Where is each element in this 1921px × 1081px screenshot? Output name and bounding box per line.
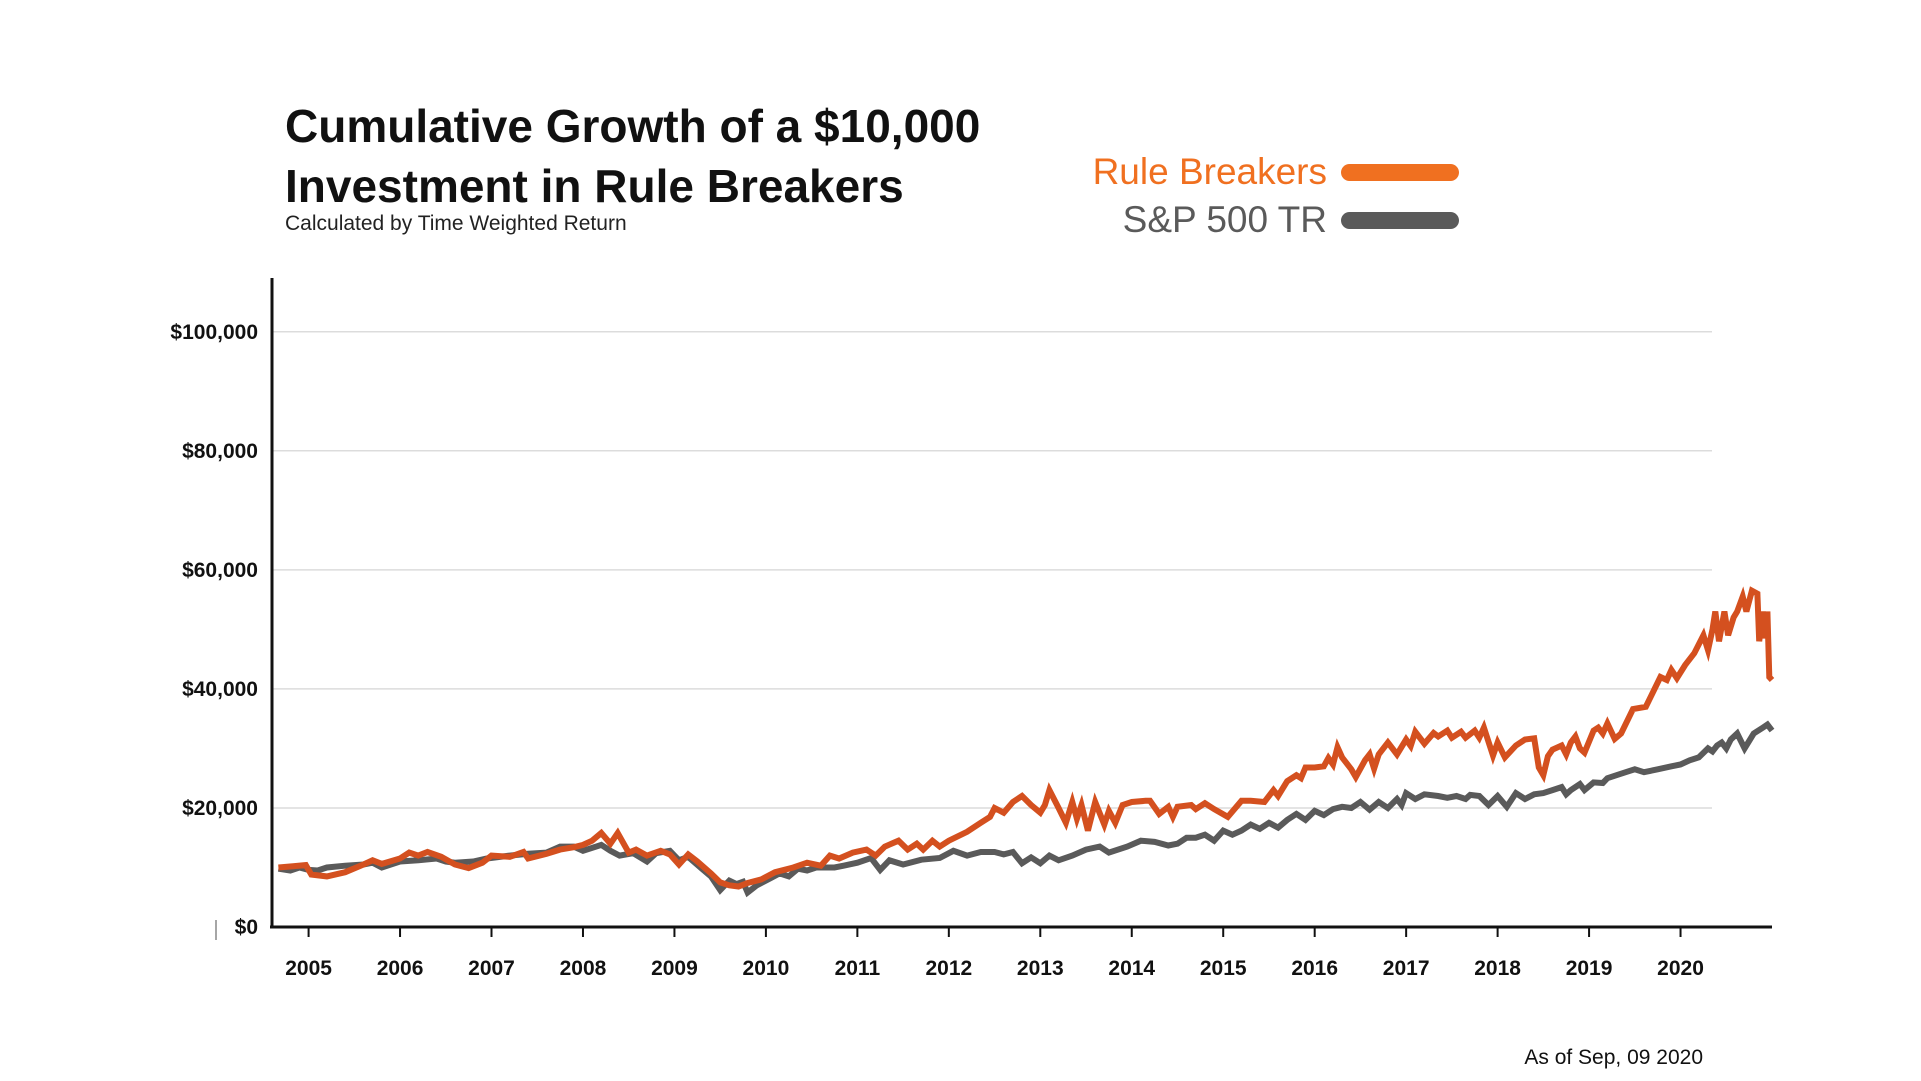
y-tick-label: $20,000 xyxy=(182,797,258,820)
gridlines xyxy=(272,331,1712,809)
x-tick-label: 2013 xyxy=(1017,957,1064,980)
chart-subtitle: Calculated by Time Weighted Return xyxy=(285,212,627,235)
legend-swatch-sp500 xyxy=(1341,211,1459,229)
x-tick-label: 2007 xyxy=(468,957,515,980)
x-tick-label: 2011 xyxy=(835,957,881,980)
series-line-sp500 xyxy=(277,720,1775,898)
legend: Rule Breakers S&P 500 TR xyxy=(1093,148,1459,244)
x-tick-label: 2006 xyxy=(377,957,424,980)
chart-title-line-1: Cumulative Growth of a $10,000 xyxy=(285,100,981,152)
legend-label-sp500: S&P 500 TR xyxy=(1122,199,1327,240)
y-tick-label: $100,000 xyxy=(170,321,258,344)
as-of-date: As of Sep, 09 2020 xyxy=(1524,1046,1703,1069)
y-tick-label: $80,000 xyxy=(182,440,258,463)
y-tick-label: $60,000 xyxy=(182,559,258,582)
x-tick-label: 2014 xyxy=(1108,957,1155,980)
x-tick-label: 2005 xyxy=(285,957,332,980)
tick-labels: $0 $20,000 $40,000 $60,000 $80,000 $100,000 20… xyxy=(170,321,1703,980)
x-tick-label: 2016 xyxy=(1291,957,1338,980)
chart-title-line-2: Investment in Rule Breakers xyxy=(285,160,904,212)
x-tick-label: 2015 xyxy=(1200,957,1247,980)
y-tick-label: $0 xyxy=(235,916,258,939)
series-line-rule-breakers xyxy=(278,586,1775,890)
x-tick-label: 2020 xyxy=(1657,957,1704,980)
x-tick-label: 2017 xyxy=(1383,957,1430,980)
legend-item-rule-breakers: Rule Breakers xyxy=(1093,148,1459,196)
x-tick-label: 2012 xyxy=(925,957,972,980)
legend-item-sp500: S&P 500 TR xyxy=(1093,196,1459,244)
y-tick-label: $40,000 xyxy=(182,678,258,701)
x-tick-label: 2008 xyxy=(560,957,607,980)
chart-title: Cumulative Growth of a $10,000 Investmen… xyxy=(285,96,1045,216)
legend-swatch-rule-breakers xyxy=(1341,163,1459,181)
series-lines xyxy=(277,586,1775,898)
x-tick-label: 2009 xyxy=(651,957,698,980)
axes xyxy=(215,278,1772,940)
x-tick-label: 2019 xyxy=(1566,957,1613,980)
legend-label-rule-breakers: Rule Breakers xyxy=(1092,151,1327,192)
x-tick-label: 2018 xyxy=(1474,957,1521,980)
x-tick-label: 2010 xyxy=(743,957,790,980)
